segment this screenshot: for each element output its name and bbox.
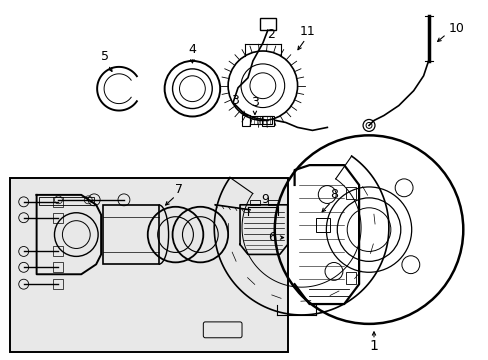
- Bar: [249, 200, 259, 205]
- Text: 10: 10: [447, 22, 463, 35]
- Text: 5: 5: [101, 50, 109, 63]
- Bar: [346, 187, 355, 199]
- Bar: [267, 200, 277, 205]
- Bar: [10, 178, 287, 352]
- Text: 8: 8: [329, 188, 338, 201]
- Bar: [53, 262, 63, 272]
- Text: 9: 9: [261, 193, 268, 206]
- Bar: [53, 197, 63, 207]
- Text: 4: 4: [188, 42, 196, 55]
- Text: 3: 3: [250, 96, 258, 109]
- Text: 7: 7: [174, 184, 182, 197]
- Text: 11: 11: [299, 24, 315, 38]
- Bar: [346, 272, 355, 284]
- Bar: [242, 114, 249, 126]
- Bar: [316, 218, 330, 231]
- Text: 3: 3: [231, 94, 239, 107]
- Bar: [103, 205, 158, 264]
- Bar: [259, 18, 275, 30]
- Bar: [53, 247, 63, 256]
- Bar: [39, 197, 94, 205]
- Bar: [262, 117, 273, 126]
- Bar: [53, 213, 63, 223]
- Bar: [249, 117, 271, 125]
- Text: 1: 1: [369, 339, 378, 353]
- Text: 2: 2: [266, 28, 274, 41]
- Text: 6: 6: [267, 231, 275, 244]
- Bar: [53, 279, 63, 289]
